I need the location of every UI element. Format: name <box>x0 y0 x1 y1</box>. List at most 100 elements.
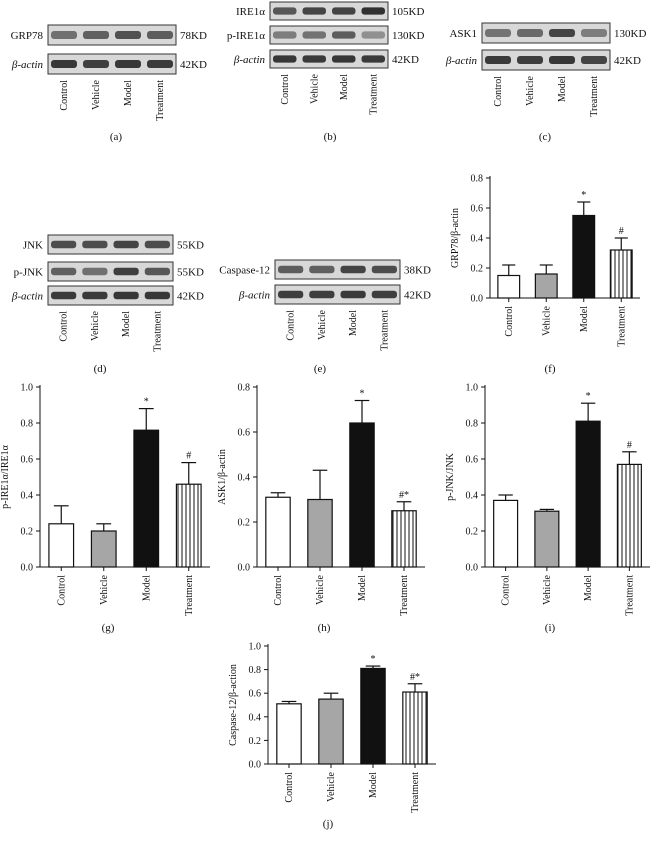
blot-band <box>115 60 141 68</box>
blot-band <box>144 291 170 300</box>
blot-band <box>361 55 385 63</box>
caption-e: (e) <box>313 363 327 375</box>
blot-row-box <box>47 24 177 46</box>
blot-kd-label: 78KD <box>180 30 207 42</box>
blot-band <box>302 55 326 63</box>
x-tick-label: Model <box>583 575 594 601</box>
bar <box>572 214 596 299</box>
blot-kd-label: 42KD <box>404 290 431 302</box>
blot-row-label: β-actin <box>445 55 478 67</box>
blot-band <box>273 55 297 63</box>
caption-j: (j) <box>322 818 334 830</box>
bar <box>493 499 519 568</box>
bar <box>90 530 117 568</box>
significance-mark: #* <box>410 672 420 683</box>
blot-row-label: GRP78 <box>11 30 44 42</box>
bar <box>575 420 601 568</box>
significance-mark: # <box>627 440 632 451</box>
blot-band <box>82 291 108 300</box>
x-tick-label: Vehicle <box>99 574 110 605</box>
blot-band <box>371 290 397 299</box>
blot-band <box>278 290 304 299</box>
blot-panel-d: JNK 55KD p-JNK 55KD β-actin 42KD Control Vehicl… <box>0 230 215 370</box>
y-tick-label: 0.6 <box>238 428 251 439</box>
blot-lane-label: Control <box>493 76 504 107</box>
y-tick-label: 0.4 <box>466 491 479 502</box>
y-tick-label: 0.2 <box>249 736 262 747</box>
x-tick-label: Vehicle <box>541 305 552 336</box>
y-tick-label: 1.0 <box>466 383 479 394</box>
y-tick-label: 0.2 <box>471 264 484 275</box>
blot-kd-label: 38KD <box>404 265 431 277</box>
blot-band <box>581 29 607 37</box>
blot-band <box>83 31 109 39</box>
blot-kd-label: 42KD <box>614 55 641 67</box>
significance-mark: * <box>586 391 591 402</box>
blot-band <box>51 240 77 249</box>
significance-mark: # <box>619 226 624 237</box>
y-axis-label: p-IRE1α/IRE1α <box>0 444 11 509</box>
y-tick-label: 0.4 <box>249 712 262 723</box>
blot-lane-label: Treatment <box>368 74 379 115</box>
bar <box>534 273 558 299</box>
y-tick-label: 0.4 <box>238 473 251 484</box>
blot-band <box>485 56 511 64</box>
y-tick-label: 0.0 <box>238 563 251 574</box>
blot-band <box>82 240 108 249</box>
blot-band <box>517 29 543 37</box>
y-axis-label: Caspase-12/β-action <box>228 664 239 746</box>
x-tick-label: Treatment <box>616 306 627 347</box>
chart-panel-f: 0.0 0.2 0.4 0.6 0.8 GRP78/β-actin Control Vehic… <box>445 158 645 383</box>
blot-row-box <box>269 25 389 45</box>
blot-row-label: ASK1 <box>449 28 477 40</box>
blot-lane-label: Model <box>339 74 350 100</box>
blot-band <box>82 267 108 276</box>
bar <box>318 698 344 765</box>
blot-row-label: β-actin <box>11 291 44 303</box>
blot-lane-label: Control <box>59 311 70 342</box>
blot-band <box>147 31 173 39</box>
blot-row-box <box>274 259 401 280</box>
chart-i-svg: 0.0 0.2 0.4 0.6 0.8 1.0 p-JNK/JNK Control Vehicl… <box>445 383 650 616</box>
blot-panel-a: GRP78 78KD β-actin 42KD Control Vehicle Model T… <box>0 0 215 150</box>
blot-row-label: β-actin <box>238 290 271 302</box>
blot-row-label: β-actin <box>233 54 266 66</box>
chart-j-svg: 0.0 0.2 0.4 0.6 0.8 1.0 Caspase-12/β-action Con… <box>228 642 436 813</box>
y-tick-label: 0.4 <box>471 234 484 245</box>
bar <box>609 249 633 299</box>
x-tick-label: Control <box>284 772 295 803</box>
chart-panel-g: 0.0 0.2 0.4 0.6 0.8 1.0 p-IRE1α/IRE1α Control Ve… <box>0 375 215 643</box>
blot-band <box>278 265 304 274</box>
blot-band <box>273 31 297 39</box>
chart-panel-i: 0.0 0.2 0.4 0.6 0.8 1.0 p-JNK/JNK Control Vehicl… <box>440 375 655 643</box>
blot-kd-label: 42KD <box>177 291 204 303</box>
blot-lane-label: Model <box>348 310 359 336</box>
x-tick-label: Model <box>141 575 152 601</box>
blot-e-svg: Caspase-12 38KD β-actin 42KD Control Vehicle M… <box>219 259 431 351</box>
blot-row-label: Caspase-12 <box>219 265 270 277</box>
y-axis-label: GRP78/β-actin <box>450 208 461 268</box>
blot-band <box>302 31 326 39</box>
chart-panel-h: 0.0 0.2 0.4 0.6 0.8 ASK1/β-actin Control Vehicl… <box>215 375 430 643</box>
y-tick-label: 0.6 <box>249 689 262 700</box>
x-tick-label: Vehicle <box>315 574 326 605</box>
caption-h: (h) <box>317 622 331 634</box>
bar <box>497 274 521 299</box>
y-tick-label: 0.0 <box>249 760 262 771</box>
blot-row-box <box>47 234 174 255</box>
y-axis-label: p-JNK/JNK <box>445 452 456 501</box>
blot-band <box>309 265 335 274</box>
blot-lane-label: Control <box>286 310 297 341</box>
y-tick-label: 0.8 <box>466 419 479 430</box>
y-tick-label: 0.4 <box>21 491 34 502</box>
blot-row-box <box>47 53 177 75</box>
blot-lane-label: Vehicle <box>309 73 320 104</box>
blot-lane-label: Treatment <box>589 76 600 117</box>
blot-row-box <box>481 49 611 71</box>
x-tick-label: Model <box>357 575 368 601</box>
caption-d: (d) <box>93 363 107 375</box>
y-axis-label: ASK1/β-actin <box>217 449 228 505</box>
blot-row-box <box>47 261 174 282</box>
blot-band <box>144 240 170 249</box>
blot-row-label: β-actin <box>11 59 44 71</box>
